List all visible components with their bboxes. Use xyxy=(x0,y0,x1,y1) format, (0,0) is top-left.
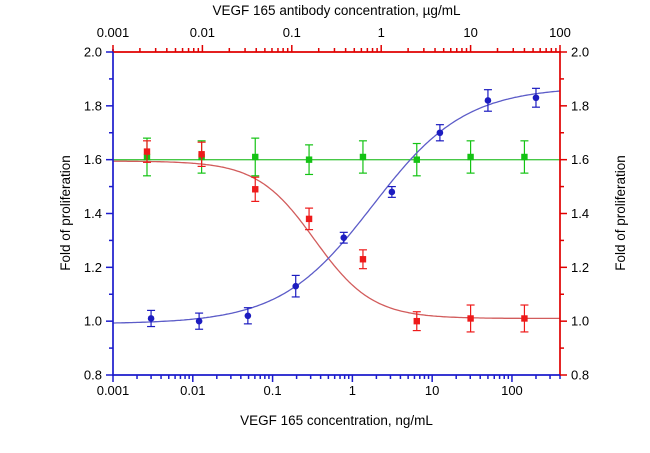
tick-label: 1.0 xyxy=(84,314,102,329)
tick-label: 2.0 xyxy=(84,45,102,60)
tick-label: 1.4 xyxy=(84,206,102,221)
tick-label: 1.6 xyxy=(84,152,102,167)
tick-label: 1.4 xyxy=(571,206,589,221)
series-blue-vegf-dose-response-fit-curve xyxy=(113,90,561,324)
log-axis-ticks xyxy=(112,45,561,52)
tick-label: 0.001 xyxy=(97,25,130,40)
series-blue-vegf-dose-response-markers xyxy=(147,94,540,325)
tick-label: 1.2 xyxy=(84,260,102,275)
tick-label: 10 xyxy=(425,383,439,398)
series-red-antibody-neutralization xyxy=(113,140,560,333)
series-green-control xyxy=(113,137,560,177)
axes: 0.001 0.01 0.1 1 10 100 0.001 0.01 0.1 1 10 100 0.8 1… xyxy=(84,25,589,398)
tick-label: 2.0 xyxy=(571,45,589,60)
tick-label: 0.01 xyxy=(180,383,205,398)
tick-label: 0.01 xyxy=(190,25,215,40)
tick-label: 1.8 xyxy=(84,98,102,113)
linear-axis-ticks xyxy=(106,51,113,376)
tick-label: 0.1 xyxy=(264,383,282,398)
tick-label: 100 xyxy=(501,383,523,398)
tick-label: 0.8 xyxy=(571,368,589,383)
tick-label: 1.6 xyxy=(571,152,589,167)
top-axis-title: VEGF 165 antibody concentration, µg/mL xyxy=(212,3,461,18)
tick-label: 1.8 xyxy=(571,98,589,113)
tick-label: 1 xyxy=(349,383,356,398)
tick-label: 0.1 xyxy=(283,25,301,40)
log-axis-ticks xyxy=(112,375,561,382)
tick-label: 1.0 xyxy=(571,314,589,329)
tick-label: 0.001 xyxy=(97,383,130,398)
series-blue-vegf-dose-response xyxy=(113,87,561,330)
series-blue-vegf-dose-response-error-bars xyxy=(147,87,540,330)
series-red-antibody-neutralization-fit-curve xyxy=(113,160,560,320)
tick-label: 1 xyxy=(378,25,385,40)
tick-label: 0.8 xyxy=(84,368,102,383)
series-red-antibody-neutralization-error-bars xyxy=(142,140,529,333)
tick-label: 10 xyxy=(463,25,477,40)
tick-label: 1.2 xyxy=(571,260,589,275)
right-axis-title: Fold of proliferation xyxy=(613,155,628,271)
series-red-antibody-neutralization-markers xyxy=(143,148,528,325)
linear-axis-ticks xyxy=(560,51,567,376)
bottom-axis-title: VEGF 165 concentration, ng/mL xyxy=(240,413,433,428)
left-axis-title: Fold of proliferation xyxy=(58,155,73,271)
tick-label: 100 xyxy=(549,25,571,40)
